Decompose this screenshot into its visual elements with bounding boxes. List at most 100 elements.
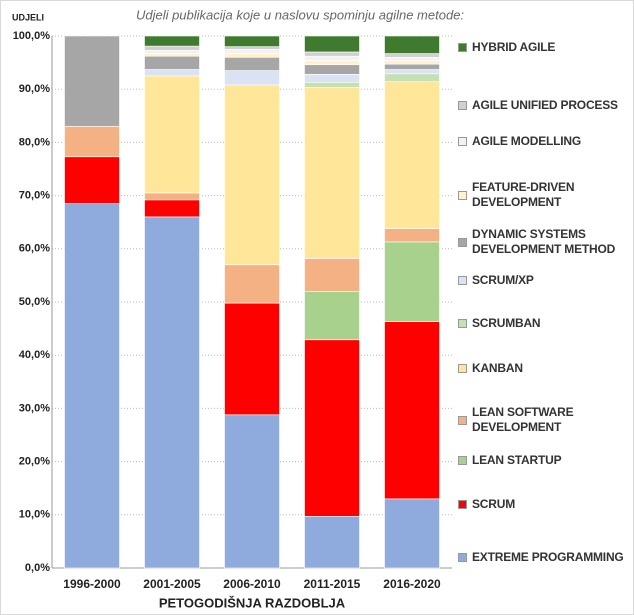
bar-segment xyxy=(224,302,280,416)
bar-segment xyxy=(384,228,440,243)
bar-segment xyxy=(384,241,440,322)
legend-label: EXTREME PROGRAMMING xyxy=(472,549,624,564)
bar-segment xyxy=(144,75,200,194)
bar-segment xyxy=(384,498,440,569)
bar-segment xyxy=(64,126,120,158)
bar-segment xyxy=(384,60,440,65)
legend-swatch xyxy=(458,237,467,247)
bar-segment xyxy=(304,291,360,341)
y-axis-title: UDJELI xyxy=(12,12,44,22)
y-tick-label: 90,0% xyxy=(19,83,50,95)
bar-segment xyxy=(224,70,280,86)
legend-swatch xyxy=(458,455,467,465)
legend-swatch xyxy=(458,318,467,328)
bar-segment xyxy=(224,53,280,58)
x-axis-title: PETOGODIŠNJA RAZDOBLJA xyxy=(159,595,346,610)
legend-label: AGILE MODELLING xyxy=(472,133,581,148)
legend-label: SCRUM/XP xyxy=(472,272,534,287)
bar-segment xyxy=(304,60,360,66)
bar-segment xyxy=(304,87,360,259)
legend-item: LEAN SOFTWARE DEVELOPMENT xyxy=(458,405,632,435)
legend-item: SCRUM xyxy=(458,497,632,512)
bar-segment xyxy=(304,74,360,83)
chart-title: Udjeli publikacija koje u naslovu spomin… xyxy=(136,7,464,22)
legend-item: SCRUMBAN xyxy=(458,316,632,331)
bar-segment xyxy=(144,35,200,47)
bar-segment xyxy=(304,35,360,53)
legend-item: FEATURE-DRIVEN DEVELOPMENT xyxy=(458,180,632,210)
legend-swatch xyxy=(458,42,467,52)
bar-segment xyxy=(144,55,200,70)
bar-segment xyxy=(224,84,280,266)
bar-segment xyxy=(384,69,440,75)
legend-swatch xyxy=(458,100,467,110)
bar-segment xyxy=(384,35,440,54)
y-tick-label: 30,0% xyxy=(19,402,50,414)
legend-swatch xyxy=(458,415,467,425)
bar-segment xyxy=(144,45,200,51)
bar-segment xyxy=(304,258,360,292)
legend-label: LEAN SOFTWARE DEVELOPMENT xyxy=(472,405,574,434)
legend-label: FEATURE-DRIVEN DEVELOPMENT xyxy=(472,180,575,209)
bar-segment xyxy=(144,53,200,57)
bar-segment xyxy=(384,56,440,61)
legend-item: EXTREME PROGRAMMING xyxy=(458,550,632,565)
legend-label: KANBAN xyxy=(472,360,523,375)
legend-swatch xyxy=(458,136,467,146)
bar-segment xyxy=(384,321,440,500)
bar-segment xyxy=(64,156,120,204)
bar-segment xyxy=(224,56,280,71)
y-tick-label: 100,0% xyxy=(13,30,51,42)
bar-segment xyxy=(144,69,200,77)
legend-swatch xyxy=(458,190,467,200)
bar-segment xyxy=(144,216,200,569)
legend-label: SCRUM xyxy=(472,496,515,511)
legend-item: SCRUM/XP xyxy=(458,273,632,288)
y-tick-label: 80,0% xyxy=(19,136,50,148)
bar-segment xyxy=(224,35,280,47)
bar-segment xyxy=(304,64,360,75)
bar-segment xyxy=(64,203,120,569)
bar-segment xyxy=(384,81,440,229)
bar-segment xyxy=(64,35,120,127)
bar-segment xyxy=(304,51,360,57)
legend-item: KANBAN xyxy=(458,361,632,376)
bar-segment xyxy=(304,516,360,569)
y-tick-label: 10,0% xyxy=(19,509,50,521)
bar-segment xyxy=(384,73,440,83)
bar-segment xyxy=(304,55,360,61)
bar-segment xyxy=(224,46,280,50)
x-tick-label: 2001-2005 xyxy=(143,577,201,591)
bar-segment xyxy=(224,264,280,304)
legend-label: SCRUMBAN xyxy=(472,315,541,330)
legend-swatch xyxy=(458,275,467,285)
legend-item: LEAN STARTUP xyxy=(458,453,632,468)
legend-item: DYNAMIC SYSTEMS DEVELOPMENT METHOD xyxy=(458,227,632,257)
bar-segment xyxy=(144,50,200,54)
x-tick-label: 2006-2010 xyxy=(223,577,281,591)
y-tick-label: 50,0% xyxy=(19,296,50,308)
y-tick-label: 70,0% xyxy=(19,190,50,202)
y-tick-label: 20,0% xyxy=(19,456,50,468)
legend-item: AGILE UNIFIED PROCESS xyxy=(458,98,632,113)
bar-segment xyxy=(144,199,200,218)
legend-label: LEAN STARTUP xyxy=(472,452,562,467)
legend-label: HYBRID AGILE xyxy=(472,39,556,54)
y-tick-label: 60,0% xyxy=(19,243,50,255)
y-tick-label: 40,0% xyxy=(19,349,50,361)
legend-swatch xyxy=(458,499,467,509)
x-tick-label: 2011-2015 xyxy=(304,577,361,591)
y-tick-label: 0,0% xyxy=(25,562,50,574)
bar-segment xyxy=(384,53,440,58)
bar-segment xyxy=(304,81,360,88)
x-tick-label: 2016-2020 xyxy=(383,577,441,591)
x-tick-label: 1996-2000 xyxy=(63,577,121,591)
bar-segment xyxy=(224,48,280,54)
legend-label: DYNAMIC SYSTEMS DEVELOPMENT METHOD xyxy=(472,227,616,256)
legend-item: AGILE MODELLING xyxy=(458,134,632,149)
legend-label: AGILE UNIFIED PROCESS xyxy=(472,97,618,112)
bar-segment xyxy=(144,192,200,201)
bar-segment xyxy=(304,339,360,517)
